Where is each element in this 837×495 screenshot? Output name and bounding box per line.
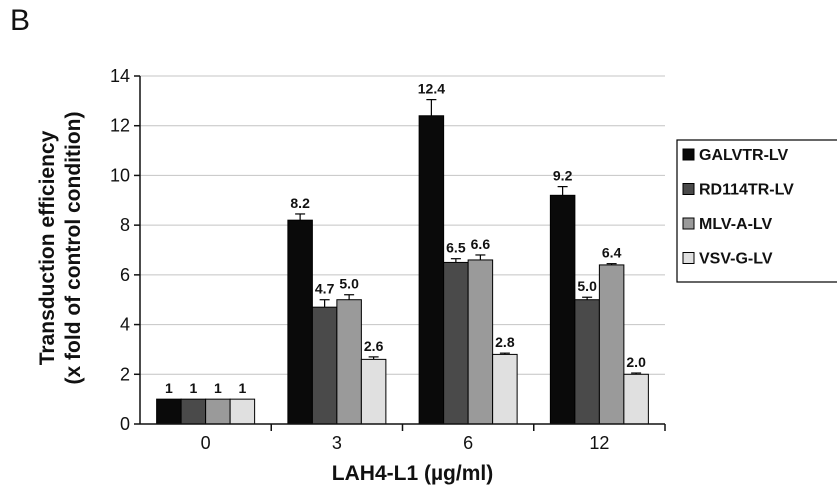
data-label: 4.7 [315, 281, 335, 297]
legend: GALVTR-LV RD114TR-LV MLV-A-LV VSV-G-LV [676, 139, 837, 283]
data-label: 1 [238, 380, 246, 396]
legend-swatch [682, 148, 695, 161]
y-tick-label: 12 [110, 116, 130, 136]
y-tick-label: 14 [110, 66, 130, 86]
data-label: 1 [189, 380, 197, 396]
bar [336, 299, 362, 425]
data-label: 5.0 [339, 276, 359, 292]
data-label: 5.0 [577, 278, 597, 294]
data-label: 6.4 [602, 245, 622, 261]
bar [360, 358, 387, 425]
bar [492, 353, 518, 425]
x-tick-label: 12 [589, 433, 609, 453]
legend-label: VSV-G-LV [699, 251, 773, 268]
data-label: 1 [214, 380, 222, 396]
bar [229, 398, 256, 425]
data-label: 2.6 [364, 338, 384, 354]
data-label: 6.5 [446, 240, 466, 256]
x-axis-title: LAH4-L1 (µg/ml) [332, 462, 493, 485]
data-label: 9.2 [553, 168, 573, 184]
bar [598, 264, 625, 425]
bar [623, 373, 649, 425]
bar [574, 299, 600, 425]
y-tick-label: 0 [120, 414, 130, 434]
data-label: 12.4 [418, 81, 445, 97]
y-tick-label: 2 [120, 364, 130, 384]
data-label: 6.6 [471, 236, 491, 252]
bar [443, 261, 469, 425]
data-label: 2.0 [626, 354, 646, 370]
bar [287, 219, 313, 425]
legend-box [676, 139, 837, 283]
x-tick-label: 0 [201, 433, 211, 453]
data-label: 2.8 [495, 334, 515, 350]
y-axis-title: Transduction efficiency [36, 130, 59, 365]
data-label: 1 [165, 380, 173, 396]
data-label: 8.2 [290, 195, 310, 211]
y-axis-title: (x fold of control condition) [62, 112, 85, 385]
bar [549, 194, 576, 425]
panel-label: B [10, 4, 31, 37]
y-tick-label: 4 [120, 315, 130, 335]
bar [418, 115, 445, 425]
bar [205, 398, 231, 425]
y-tick-label: 10 [110, 165, 130, 185]
bar [311, 306, 338, 425]
x-tick-label: 6 [463, 433, 473, 453]
legend-swatch [682, 183, 695, 195]
y-tick-label: 6 [120, 265, 130, 285]
bar [180, 398, 207, 425]
legend-label: RD114TR-LV [699, 182, 794, 199]
bars [156, 99, 649, 425]
bar [156, 398, 182, 425]
axes: 0 2 4 6 8 10 12 14 0 3 6 12 LAH4-L1 (µg/ml) Transduct… [36, 66, 666, 485]
legend-label: MLV-A-LV [699, 216, 773, 233]
legend-swatch [682, 252, 695, 264]
legend-swatch [682, 217, 695, 230]
legend-label: GALVTR-LV [699, 147, 789, 164]
y-tick-label: 8 [120, 215, 130, 235]
x-tick-label: 3 [332, 433, 342, 453]
data-labels: 1 1 1 18.24.7 5.02.612.46.5 6.62.89.25.06.42.… [165, 81, 646, 397]
bar [467, 259, 494, 425]
